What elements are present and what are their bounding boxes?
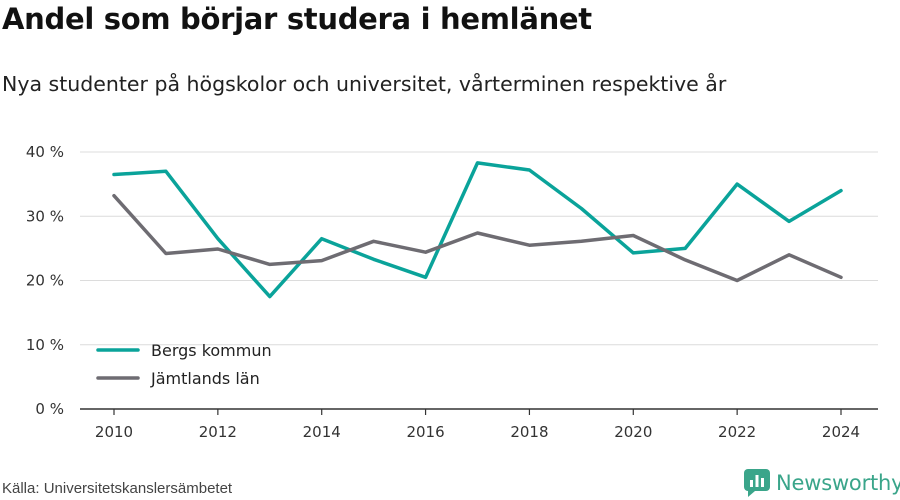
y-tick-label: 0 % [35,400,64,418]
brand-logo: Newsworthy [744,468,900,498]
chart-title: Andel som börjar studera i hemlänet [2,2,592,36]
x-tick-label: 2016 [406,423,444,441]
y-tick-label: 10 % [26,336,64,354]
x-tick-label: 2022 [718,423,756,441]
series-line-j-mtlands-l-n [112,193,843,283]
x-tick-label: 2024 [822,423,860,441]
legend: Bergs kommun Jämtlands län [96,341,272,388]
newsworthy-logo-icon [744,469,770,497]
brand-name: Newsworthy [776,471,900,495]
line-chart: 0 % 10 % 20 % 30 % 40 % 2010 2012 2014 2016 2018… [26,143,878,441]
y-tick-label: 30 % [26,207,64,225]
series-line-bergs-kommun [112,161,843,299]
series-lines [112,161,843,299]
y-tick-label: 20 % [26,272,64,290]
y-axis-labels: 0 % 10 % 20 % 30 % 40 % [26,143,64,418]
gridlines [80,151,878,346]
x-tick-label: 2020 [614,423,652,441]
x-tick-label: 2010 [95,423,133,441]
x-axis-ticks: 2010 2012 2014 2016 2018 2020 2022 2024 [95,409,860,441]
x-tick-label: 2018 [510,423,548,441]
legend-label: Bergs kommun [151,341,272,360]
legend-label: Jämtlands län [150,369,260,388]
chart-subtitle: Nya studenter på högskolor och universit… [2,72,727,96]
y-tick-label: 40 % [26,143,64,161]
source-note: Källa: Universitetskanslersämbetet [2,480,233,497]
x-tick-label: 2012 [199,423,237,441]
x-tick-label: 2014 [303,423,341,441]
